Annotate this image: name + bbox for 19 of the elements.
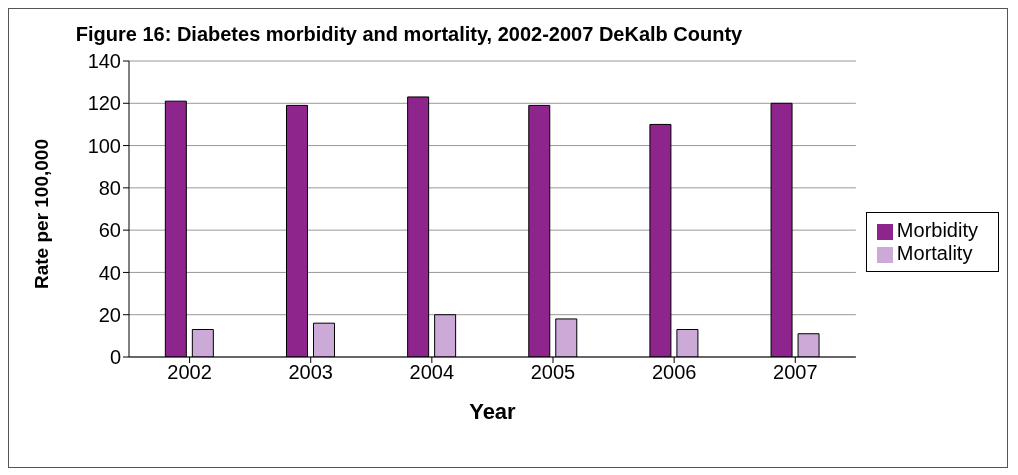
chart-title: Figure 16: Diabetes morbidity and mortality, 2002-2007 DeKalb County: [74, 22, 744, 47]
legend-label: Morbidity: [896, 219, 978, 241]
x-tick-label: 2007: [773, 361, 818, 384]
y-tick-label: 0: [109, 346, 121, 369]
y-tick-label: 120: [87, 92, 121, 115]
y-tick-label: 60: [98, 219, 121, 242]
y-tick-label: 80: [98, 176, 121, 199]
legend-label: Mortality: [896, 242, 973, 264]
y-tick-label: 100: [87, 134, 121, 157]
x-axis-title: Year: [469, 399, 517, 424]
y-tick-label: 140: [87, 50, 121, 73]
x-tick-label: 2005: [530, 361, 576, 384]
y-axis-title: Rate per 100,000: [30, 139, 52, 289]
y-tick-label: 40: [98, 261, 121, 284]
x-tick-label: 2004: [409, 361, 455, 384]
x-tick-label: 2002: [167, 361, 212, 384]
x-tick-label: 2006: [651, 361, 697, 384]
x-tick-label: 2003: [288, 361, 333, 384]
y-tick-label: 20: [98, 303, 121, 326]
